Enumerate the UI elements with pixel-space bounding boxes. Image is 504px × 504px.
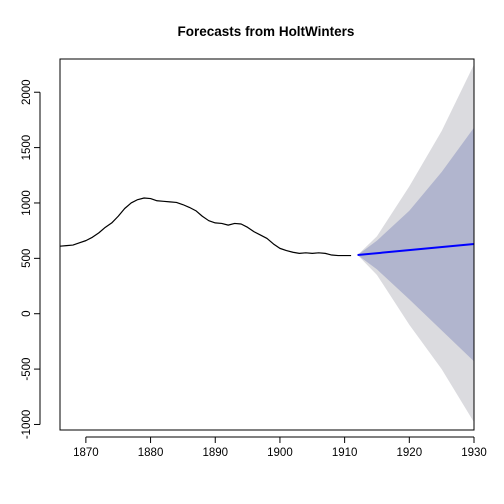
y-tick-label: -1000 [21,410,33,439]
plot-frame [59,58,475,431]
x-tick-label: 1920 [397,447,423,459]
y-tick-label: 1500 [21,135,33,161]
prediction-intervals [357,64,474,423]
chart-title: Forecasts from HoltWinters [178,24,355,39]
forecast-line [357,242,475,257]
x-tick-label: 1930 [461,447,487,459]
x-tick-label: 1870 [73,447,99,459]
y-tick-label: 0 [21,311,33,317]
x-tick-label: 1880 [138,447,164,459]
axes-layer: 1870 1880 1890 1900 1910 1920 1930 -1000 -500 0 50… [21,79,487,459]
observed-series-line [59,197,352,257]
interval-band-80 [357,127,474,362]
y-tick-label: -500 [21,358,33,381]
y-tick-label: 2000 [21,79,33,105]
y-tick-label: 500 [21,249,33,268]
series-layer [59,197,475,257]
x-tick-label: 1900 [267,447,293,459]
x-tick-label: 1910 [332,447,358,459]
y-tick-label: 1000 [21,190,33,216]
x-tick-label: 1890 [202,447,228,459]
